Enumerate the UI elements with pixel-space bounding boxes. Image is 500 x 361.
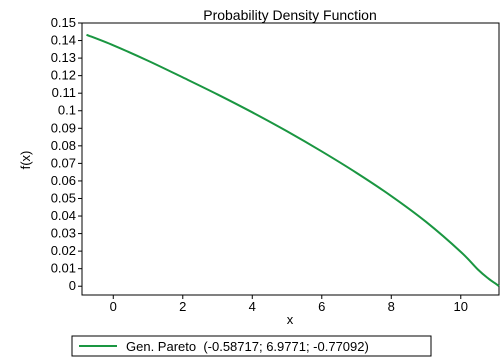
legend: Gen. Pareto (-0.58717; 6.9771; -0.77092) xyxy=(71,335,432,357)
y-tick-label: 0.05 xyxy=(51,190,76,205)
y-tick-label: 0.07 xyxy=(51,155,76,170)
y-tick-label: 0.01 xyxy=(51,261,76,276)
chart-title: Probability Density Function xyxy=(203,7,377,23)
y-tick-label: 0.08 xyxy=(51,138,76,153)
x-tick-label: 8 xyxy=(388,299,395,314)
y-tick-label: 0.03 xyxy=(51,226,76,241)
y-axis-title: f(x) xyxy=(18,151,33,170)
series-line xyxy=(86,33,500,288)
x-tick-label: 0 xyxy=(110,299,117,314)
y-axis: 0 0.01 0.02 0.03 0.04 0.05 0.06 0.07 0.08 0.09 0.1… xyxy=(51,15,82,293)
y-tick-label: 0.15 xyxy=(51,15,76,30)
series-layer xyxy=(86,33,500,288)
legend-entry-label: Gen. Pareto (-0.58717; 6.9771; -0.77092) xyxy=(126,339,369,354)
y-tick-label: 0.02 xyxy=(51,243,76,258)
plot-frame xyxy=(81,22,500,296)
y-tick-label: 0.14 xyxy=(51,33,76,48)
y-tick-label: 0.11 xyxy=(52,85,76,100)
y-tick-label: 0 xyxy=(69,278,76,293)
x-tick-label: 2 xyxy=(179,299,186,314)
x-tick-label: 6 xyxy=(318,299,325,314)
x-tick-label: 4 xyxy=(249,299,256,314)
y-tick-label: 0.06 xyxy=(51,173,76,188)
x-tick-label: 10 xyxy=(454,299,468,314)
legend-box xyxy=(71,335,432,357)
y-tick-label: 0.09 xyxy=(51,120,76,135)
x-axis-title: x xyxy=(287,312,294,327)
y-tick-label: 0.12 xyxy=(51,68,76,83)
x-axis: 0 2 4 6 8 10 xyxy=(110,295,468,314)
y-tick-label: 0.13 xyxy=(51,50,76,65)
y-tick-label: 0.1 xyxy=(58,103,76,118)
y-tick-label: 0.04 xyxy=(51,208,76,223)
